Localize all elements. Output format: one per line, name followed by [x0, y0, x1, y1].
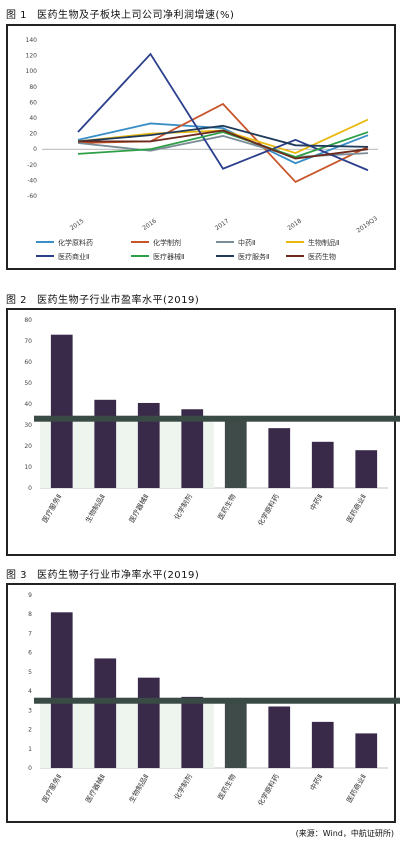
pe-bar-chart: 0 10 20 30 40 50 60 70 80 医疗服务Ⅱ 生物制品Ⅱ 医疗器械Ⅱ 化学制剂 医药生物… [24, 317, 400, 528]
figure-3-number: 图 3 [6, 570, 28, 581]
legend-label-8: 医药生物 [308, 252, 336, 261]
bar-4 [181, 696, 204, 768]
y-tick-label: 6 [28, 650, 32, 657]
y-tick-label: 40 [29, 115, 37, 122]
legend-label-2: 化学制剂 [153, 238, 181, 247]
y-tick-label: 4 [28, 688, 32, 695]
chart-3-panel: 0 1 2 3 4 5 6 7 8 9 医疗服务Ⅱ 医疗器械Ⅱ 生物制品Ⅱ 化学制剂 医药生物 化学原料药 中药… [6, 583, 400, 823]
y-tick-label: 20 [29, 131, 37, 138]
category-label-4: 化学制剂 [172, 773, 194, 802]
legend-label-7: 医疗服务Ⅱ [238, 252, 269, 261]
category-label-8: 医药商业Ⅱ [344, 493, 368, 525]
chart-2-panel: 0 10 20 30 40 50 60 70 80 医疗服务Ⅱ 生物制品Ⅱ 医疗器械Ⅱ 化学制剂 医药生物… [6, 308, 400, 556]
bar-6 [268, 706, 291, 768]
series-line-7 [77, 124, 369, 148]
x-tick-label: 2018 [286, 217, 303, 232]
category-label-5: 医药生物 [216, 773, 238, 802]
category-label-1: 医疗服务Ⅱ [40, 493, 64, 525]
bar-7 [311, 441, 334, 488]
bar-5 [224, 418, 247, 488]
figure-2-caption: 医药生物子行业市盈率水平(2019) [37, 295, 200, 306]
y-tick-label: 30 [24, 422, 32, 429]
category-label-3: 医疗器械Ⅱ [127, 493, 151, 525]
figure-1-number: 图 1 [6, 10, 28, 21]
bar-1 [50, 612, 73, 768]
y-tick-label: 100 [26, 68, 38, 75]
reference-line [34, 697, 400, 704]
y-tick-label: 140 [26, 37, 38, 44]
y-tick-label: 120 [26, 53, 38, 60]
y-tick-label: 20 [24, 443, 32, 450]
y-tick-label: 8 [28, 611, 32, 618]
y-tick-label: 50 [24, 380, 32, 387]
y-tick-label: -20 [27, 162, 37, 169]
legend-label-6: 医疗器械Ⅱ [153, 252, 184, 261]
bar-8 [355, 450, 378, 488]
bar-3 [137, 677, 160, 768]
y-tick-label: 60 [29, 99, 37, 106]
category-label-8: 医药商业Ⅱ [344, 773, 368, 805]
y-tick-label: 0 [33, 146, 37, 153]
series-line-6 [77, 131, 369, 158]
y-tick-label: 5 [28, 669, 32, 676]
x-tick-label: 2017 [214, 217, 231, 232]
reference-line [34, 415, 400, 422]
series-line-5 [77, 52, 369, 172]
category-label-1: 医疗服务Ⅱ [40, 773, 64, 805]
y-tick-label: -40 [27, 177, 37, 184]
bar-5 [224, 700, 247, 768]
y-tick-label: 70 [24, 338, 32, 345]
y-tick-label: 40 [24, 401, 32, 408]
category-label-4: 化学制剂 [172, 493, 194, 522]
category-label-2: 生物制品Ⅱ [83, 493, 107, 525]
pb-bar-chart: 0 1 2 3 4 5 6 7 8 9 医疗服务Ⅱ 医疗器械Ⅱ 生物制品Ⅱ 化学制剂 医药生物 化学原料药 中药… [28, 592, 400, 808]
chart-1-panel: 140 120 100 80 60 40 20 0 -20 -40 -60 2015 2016 2017 2… [6, 24, 396, 270]
y-tick-label: 80 [29, 84, 37, 91]
y-tick-label: 7 [28, 630, 32, 637]
figure-1-caption: 医药生物及子板块上司公司净利润增速(%) [37, 10, 235, 21]
y-tick-label: -60 [27, 193, 37, 200]
figure-2-title: 图 2 医药生物子行业市盈率水平(2019) [6, 291, 199, 306]
line-chart: 140 120 100 80 60 40 20 0 -20 -40 -60 2015 2016 2017 2… [26, 37, 380, 261]
figure-1-title: 图 1 医药生物及子板块上司公司净利润增速(%) [6, 6, 234, 21]
bar-7 [311, 721, 334, 768]
category-label-3: 生物制品Ⅱ [127, 773, 151, 805]
category-label-7: 中药Ⅱ [308, 493, 325, 513]
category-label-2: 医疗器械Ⅱ [83, 773, 107, 805]
x-tick-label: 2015 [69, 217, 86, 232]
y-tick-label: 0 [28, 765, 32, 772]
y-tick-label: 2 [28, 727, 32, 734]
y-tick-label: 80 [24, 317, 32, 324]
bar-8 [355, 733, 378, 768]
y-tick-label: 60 [24, 359, 32, 366]
category-label-5: 医药生物 [216, 493, 238, 522]
series-line-2 [77, 102, 369, 184]
figure-3-caption: 医药生物子行业市净率水平(2019) [37, 570, 200, 581]
y-tick-label: 9 [28, 592, 32, 599]
y-tick-label: 10 [24, 464, 32, 471]
category-label-7: 中药Ⅱ [308, 773, 325, 793]
legend-label-4: 生物制品Ⅱ [308, 238, 339, 247]
series-line-1 [77, 122, 369, 165]
category-label-6: 化学原料药 [256, 773, 281, 808]
source-note: (来源：Wind，中航证研所) [295, 829, 394, 838]
series-line-8 [78, 129, 369, 160]
y-tick-label: 0 [28, 485, 32, 492]
bar-2 [94, 658, 117, 768]
x-tick-label: 2019Q3 [355, 215, 379, 234]
legend-label-5: 医药商业Ⅱ [58, 252, 89, 261]
bar-4 [181, 409, 204, 488]
y-tick-label: 1 [28, 746, 32, 753]
bar-6 [268, 428, 291, 488]
legend-label-1: 化学原料药 [58, 238, 93, 247]
figure-3-title: 图 3 医药生物子行业市净率水平(2019) [6, 566, 199, 581]
legend-label-3: 中药Ⅱ [238, 238, 255, 247]
bar-3 [137, 402, 160, 488]
y-tick-label: 3 [28, 707, 32, 714]
x-tick-label: 2016 [141, 217, 158, 232]
category-label-6: 化学原料药 [256, 493, 281, 528]
figure-2-number: 图 2 [6, 295, 28, 306]
bar-2 [94, 399, 117, 488]
bar-1 [50, 334, 73, 488]
